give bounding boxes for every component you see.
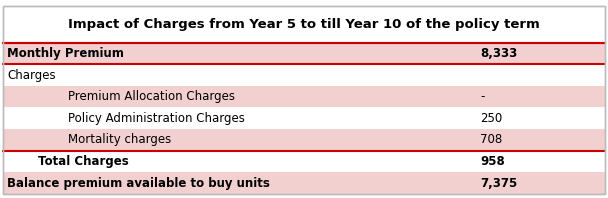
Bar <box>3 6 605 43</box>
Text: Monthly Premium: Monthly Premium <box>7 47 124 60</box>
Text: 958: 958 <box>480 155 505 168</box>
Text: -: - <box>480 90 485 103</box>
Bar <box>3 129 605 151</box>
Bar <box>3 108 605 129</box>
Text: Mortality charges: Mortality charges <box>68 133 171 147</box>
Bar <box>3 151 605 172</box>
Bar <box>3 86 605 108</box>
Text: Policy Administration Charges: Policy Administration Charges <box>68 112 245 125</box>
Text: 250: 250 <box>480 112 503 125</box>
Text: 708: 708 <box>480 133 503 147</box>
Bar <box>3 43 605 64</box>
Bar <box>3 64 605 86</box>
Text: Balance premium available to buy units: Balance premium available to buy units <box>7 177 270 190</box>
Text: Charges: Charges <box>7 69 56 82</box>
Text: Impact of Charges from Year 5 to till Year 10 of the policy term: Impact of Charges from Year 5 to till Ye… <box>68 18 540 31</box>
Text: 8,333: 8,333 <box>480 47 517 60</box>
Text: Total Charges: Total Charges <box>38 155 128 168</box>
Text: 7,375: 7,375 <box>480 177 517 190</box>
Text: Premium Allocation Charges: Premium Allocation Charges <box>68 90 235 103</box>
Bar <box>3 172 605 194</box>
